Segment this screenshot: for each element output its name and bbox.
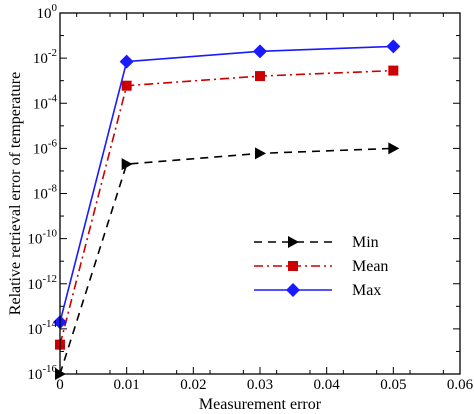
y-tick-label: 10-8 — [33, 183, 58, 203]
y-tick-label: 10-4 — [33, 92, 58, 112]
data-point-max — [253, 44, 267, 59]
legend-item-mean: Mean — [254, 258, 388, 275]
legend: Min Mean Max — [254, 234, 388, 299]
x-axis-label: Measurement error — [199, 396, 322, 413]
legend-item-max: Max — [254, 282, 381, 299]
axis-ticks — [59, 12, 461, 375]
series-line-max — [59, 45, 394, 323]
y-tick-label: 10-6 — [33, 137, 58, 157]
series-max — [53, 39, 401, 330]
series-layer — [53, 39, 401, 380]
legend-label-min: Min — [352, 234, 379, 251]
data-point-min — [388, 142, 400, 155]
x-tick-label: 0.03 — [247, 377, 273, 393]
y-axis-label: Relative retrieval error of temperature — [7, 72, 24, 315]
x-tick-label: 0.02 — [180, 377, 206, 393]
data-point-min — [255, 147, 266, 160]
y-tick-label: 10-14 — [27, 318, 57, 338]
y-tick-label: 100 — [37, 2, 58, 22]
series-mean — [55, 65, 399, 350]
series-line-min — [59, 147, 394, 375]
tick-labels: 0 0.01 0.02 0.03 0.04 0.05 0.06 100 10-2 10-4 10-6… — [27, 2, 473, 393]
y-tick-label: 10-12 — [27, 273, 57, 293]
data-point-max — [386, 39, 401, 54]
legend-item-min: Min — [254, 234, 379, 251]
x-tick-label: 0.05 — [380, 377, 406, 393]
y-tick-label: 10-10 — [27, 228, 57, 248]
x-tick-label: 0.06 — [447, 377, 474, 393]
legend-label-mean: Mean — [352, 258, 388, 275]
series-min — [55, 142, 400, 380]
data-point-mean — [388, 65, 399, 76]
y-tick-label: 10-2 — [33, 47, 57, 67]
data-point-min — [121, 158, 133, 171]
plot-frame — [59, 12, 461, 375]
data-point-mean — [121, 80, 132, 91]
series-line-mean — [59, 69, 394, 345]
legend-marker-mean — [288, 261, 298, 271]
legend-marker-max — [286, 283, 300, 297]
x-tick-label: 0.04 — [314, 377, 341, 393]
y-tick-label: 10-16 — [27, 363, 57, 383]
data-point-mean — [255, 71, 265, 82]
legend-label-max: Max — [352, 282, 381, 299]
x-tick-label: 0.01 — [114, 377, 140, 393]
x-tick-label: 0 — [56, 377, 64, 393]
legend-marker-min — [288, 236, 299, 248]
data-point-max — [119, 54, 134, 69]
